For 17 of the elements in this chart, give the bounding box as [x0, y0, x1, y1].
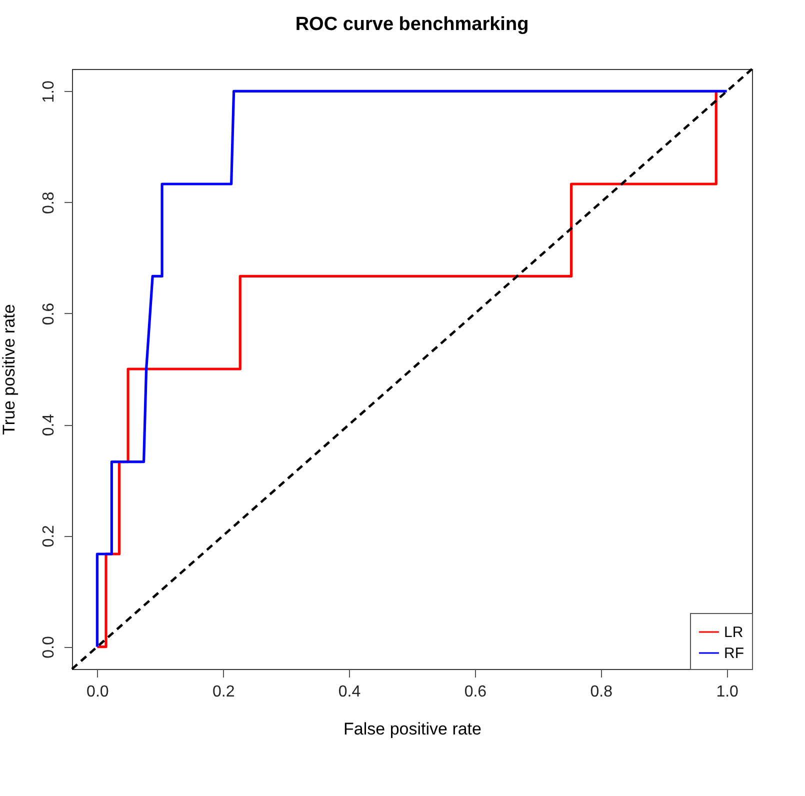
x-tick-label: 0.4 — [338, 684, 361, 700]
x-tick-label: 0.2 — [212, 684, 235, 700]
y-tick-label: 0.0 — [40, 636, 58, 658]
x-tick-label: 1.0 — [716, 684, 739, 700]
chart-title: ROC curve benchmarking — [295, 14, 529, 35]
y-tick-label: 0.2 — [40, 524, 58, 548]
y-axis-title: True positive rate — [0, 304, 18, 435]
y-tick-label: 0.6 — [40, 302, 58, 326]
x-tick-label: 0.6 — [464, 684, 487, 700]
x-axis-title: False positive rate — [344, 720, 482, 738]
x-tick-label: 0.0 — [86, 684, 109, 700]
x-tick-label: 0.8 — [590, 684, 613, 700]
legend-label: RF — [724, 645, 744, 662]
y-tick-label: 1.0 — [40, 80, 58, 103]
y-tick-label: 0.8 — [40, 192, 58, 214]
legend-label: LR — [724, 624, 744, 641]
y-tick-label: 0.4 — [40, 414, 58, 436]
